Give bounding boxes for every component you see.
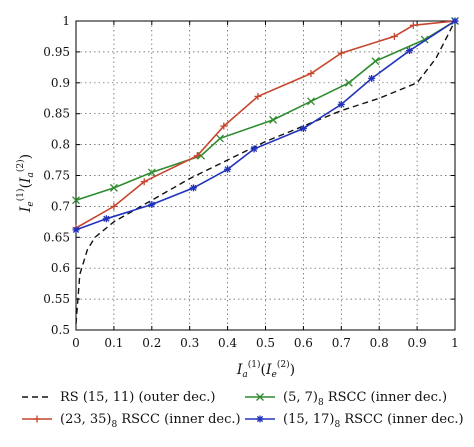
data-point — [147, 168, 156, 177]
x-tick-label: 0.5 — [256, 336, 275, 350]
x-tick-label: 0.6 — [294, 336, 313, 350]
x-axis-label: Ia(1)(Ie(2)) — [236, 359, 295, 380]
legend-label: (15, 17)8 RSCC (inner dec.) — [283, 412, 464, 430]
legend-marker — [256, 393, 264, 401]
series-line — [75, 20, 456, 324]
legend-label: (23, 35)8 RSCC (inner dec.) — [60, 412, 241, 430]
data-point — [371, 57, 380, 66]
data-point — [193, 152, 201, 160]
y-tick-label: 0.7 — [51, 199, 70, 213]
data-point — [189, 184, 197, 192]
series-1 — [72, 17, 459, 205]
legend-item: (15, 17)8 RSCC (inner dec.) — [245, 412, 464, 430]
legend-label: RS (15, 11) (outer dec.) — [60, 390, 216, 405]
y-tick-label: 0.6 — [51, 261, 70, 275]
data-point — [220, 122, 228, 130]
series-line — [75, 20, 456, 201]
y-tick-label: 0.75 — [43, 169, 70, 183]
data-point — [451, 17, 459, 25]
x-tick-label: 0.4 — [218, 336, 237, 350]
series-0 — [75, 20, 456, 324]
data-point — [250, 145, 258, 153]
data-point — [110, 202, 118, 210]
y-tick-label: 1 — [62, 14, 70, 28]
data-point — [72, 226, 80, 234]
series-lines — [72, 17, 459, 324]
data-point — [409, 21, 417, 29]
series-3 — [72, 17, 459, 234]
data-point — [344, 78, 353, 87]
legend: RS (15, 11) (outer dec.) (5, 7)8 RSCC (in… — [22, 390, 464, 430]
data-point — [148, 201, 156, 209]
x-axis: 0 0.1 0.2 0.3 0.4 0.5 0.6 0.7 0.8 0.9 1 — [72, 21, 459, 350]
data-point — [109, 183, 118, 192]
data-point — [254, 92, 262, 100]
data-point — [307, 70, 315, 78]
x-tick-label: 0.1 — [104, 336, 123, 350]
x-tick-label: 0.2 — [142, 336, 161, 350]
x-tick-label: 0 — [72, 336, 80, 350]
y-tick-label: 0.55 — [43, 292, 70, 306]
y-axis: 0.5 0.55 0.6 0.65 0.7 0.75 0.8 0.85 0.9 0.95 1 — [43, 14, 455, 337]
data-point — [368, 74, 376, 82]
data-point — [102, 215, 110, 223]
x-tick-label: 0.3 — [180, 336, 199, 350]
data-point — [224, 165, 232, 173]
data-point — [72, 196, 80, 205]
x-tick-label: 0.8 — [370, 336, 389, 350]
legend-marker — [33, 415, 41, 423]
data-point — [307, 97, 315, 106]
data-point — [299, 125, 307, 133]
x-tick-label: 0.7 — [332, 336, 351, 350]
y-tick-label: 0.9 — [51, 76, 70, 90]
y-tick-label: 0.5 — [51, 323, 70, 337]
data-point — [337, 100, 345, 108]
svg-text:Ia(1)(Ie(2)): Ia(1)(Ie(2)) — [236, 359, 295, 380]
legend-marker — [256, 415, 264, 423]
legend-item: RS (15, 11) (outer dec.) — [22, 390, 216, 405]
y-tick-label: 0.8 — [51, 138, 70, 152]
data-point — [390, 32, 398, 40]
svg-text:Ie(1)(Ia(2)): Ie(1)(Ia(2)) — [15, 154, 36, 213]
legend-item: (23, 35)8 RSCC (inner dec.) — [22, 412, 241, 430]
data-point — [406, 47, 414, 55]
data-point — [216, 134, 224, 143]
data-point — [140, 178, 148, 186]
y-axis-label: Ie(1)(Ia(2)) — [15, 154, 36, 213]
x-tick-label: 0.9 — [408, 336, 427, 350]
x-tick-label: 1 — [451, 336, 459, 350]
legend-item: (5, 7)8 RSCC (inner dec.) — [245, 390, 447, 408]
y-tick-label: 0.65 — [43, 230, 70, 244]
data-point — [269, 115, 278, 124]
data-point — [337, 49, 345, 57]
grid — [76, 21, 455, 330]
y-tick-label: 0.85 — [43, 107, 70, 121]
y-tick-label: 0.95 — [43, 45, 70, 59]
legend-label: (5, 7)8 RSCC (inner dec.) — [283, 390, 447, 408]
